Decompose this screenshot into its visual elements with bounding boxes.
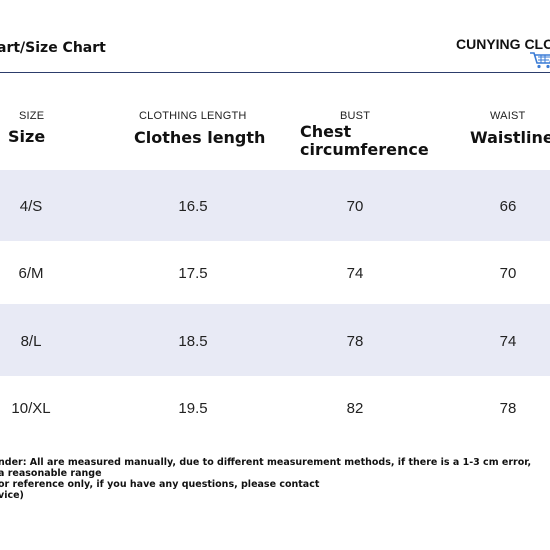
chart-header: art/Size Chart CUNYING CLO	[0, 0, 550, 73]
note-line: or reference only, if you have any quest…	[0, 479, 320, 490]
col-bust-label-line2: circumference	[300, 140, 429, 159]
col-bust-label-line1: Chest	[300, 122, 352, 141]
cell-bust: 82	[346, 400, 364, 417]
table-row: 10/XL 19.5 82 78	[0, 376, 550, 440]
col-length-label: Clothes length	[134, 128, 266, 147]
cell-length: 16.5	[178, 198, 208, 215]
note-line: a reasonable range	[0, 468, 102, 479]
table-row: 4/S 16.5 70 66	[0, 170, 550, 241]
cell-size: 6/M	[18, 265, 44, 282]
note-line: nder: All are measured manually, due to …	[0, 457, 532, 468]
table-row: 6/M 17.5 74 70	[0, 241, 550, 304]
col-waist-small: WAIST	[490, 110, 526, 122]
table-row: 8/L 18.5 78 74	[0, 304, 550, 376]
note-line: vice)	[0, 490, 24, 501]
col-size-small: SIZE	[19, 110, 45, 122]
cell-bust: 78	[346, 333, 364, 350]
col-length-small: CLOTHING LENGTH	[139, 110, 247, 122]
cell-size: 8/L	[20, 333, 42, 350]
cell-length: 19.5	[178, 400, 208, 417]
cell-bust: 70	[346, 198, 364, 215]
col-waist-label: Waistline	[470, 128, 550, 147]
cell-size: 10/XL	[11, 400, 51, 417]
cell-waist: 74	[499, 333, 517, 350]
cell-waist: 70	[499, 265, 517, 282]
shopping-cart-icon	[530, 52, 550, 69]
cell-bust: 74	[346, 265, 364, 282]
page-title: art/Size Chart	[0, 40, 106, 56]
cell-waist: 66	[499, 198, 517, 215]
cell-waist: 78	[499, 400, 517, 417]
cell-length: 18.5	[178, 333, 208, 350]
measurement-note: nder: All are measured manually, due to …	[0, 457, 531, 501]
cell-length: 17.5	[178, 265, 208, 282]
col-bust-small: BUST	[340, 110, 371, 122]
col-size-label: Size	[8, 127, 46, 146]
cell-size: 4/S	[19, 198, 43, 215]
brand-name: CUNYING CLO	[456, 36, 550, 52]
